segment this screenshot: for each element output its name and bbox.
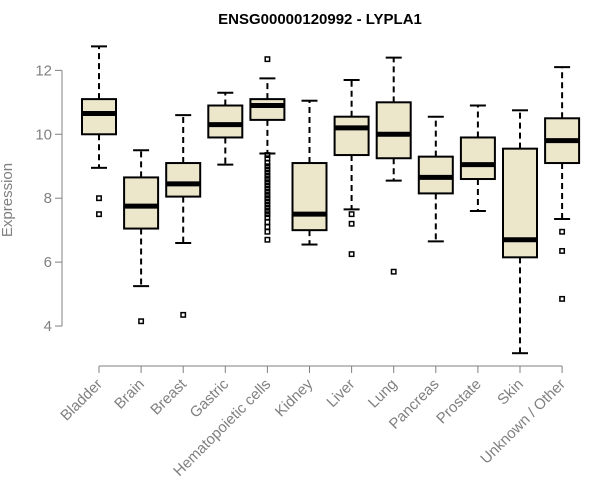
y-tick-label: 4 xyxy=(44,318,52,335)
outlier-point xyxy=(264,166,271,173)
box-series xyxy=(81,45,581,355)
outlier-point xyxy=(264,182,271,189)
outlier-point xyxy=(264,176,271,182)
box-hematopoietic-cells xyxy=(249,56,286,243)
x-tick-label: Brain xyxy=(111,376,148,413)
outlier-point xyxy=(264,172,271,179)
outlier-point xyxy=(559,295,566,302)
box-rect xyxy=(249,98,286,121)
x-tick-label: Breast xyxy=(147,375,190,418)
outlier-point xyxy=(96,195,102,202)
box-pancreas xyxy=(417,115,454,243)
box-liver xyxy=(333,78,370,258)
outlier-point xyxy=(264,56,271,63)
x-tick-label: Prostate xyxy=(433,376,485,428)
box-rect xyxy=(207,104,244,139)
outlier-point xyxy=(264,211,271,218)
box-rect xyxy=(291,162,328,232)
box-bladder xyxy=(81,45,117,218)
box-gastric xyxy=(207,91,244,166)
outlier-point xyxy=(348,251,355,258)
outlier-point xyxy=(138,318,145,325)
outlier-point xyxy=(264,192,271,198)
box-rect xyxy=(165,162,202,198)
outlier-point xyxy=(264,195,271,202)
outlier-point xyxy=(180,311,187,318)
box-rect xyxy=(459,136,496,181)
outlier-point xyxy=(264,179,271,186)
box-skin xyxy=(502,109,538,355)
box-rect xyxy=(333,115,370,157)
y-axis: 4 6 8 10 12 xyxy=(35,62,63,335)
outlier-point xyxy=(96,211,102,218)
y-tick-label: 6 xyxy=(44,254,52,271)
outlier-point xyxy=(264,152,271,158)
y-tick-label: 8 xyxy=(44,190,52,207)
x-tick-label: Lung xyxy=(365,376,401,412)
outlier-point xyxy=(264,160,271,166)
outlier-point xyxy=(559,228,566,235)
box-lung xyxy=(375,56,412,275)
x-tick-label: Skin xyxy=(494,376,527,409)
chart-title: ENSG00000120992 - LYPLA1 xyxy=(218,11,422,28)
outlier-point xyxy=(264,185,271,192)
box-kidney xyxy=(291,99,328,246)
outlier-point xyxy=(264,214,271,221)
x-tick-label: Kidney xyxy=(272,375,317,420)
box-breast xyxy=(165,114,202,318)
box-brain xyxy=(123,149,160,325)
outlier-point xyxy=(264,155,271,162)
y-axis-label: Expression xyxy=(0,163,16,237)
outlier-point xyxy=(390,268,397,275)
outlier-point xyxy=(264,198,271,205)
outlier-point xyxy=(264,163,271,170)
outlier-point xyxy=(264,188,271,195)
outlier-point xyxy=(264,236,271,243)
y-tick-label: 10 xyxy=(35,126,52,143)
box-prostate xyxy=(459,104,496,212)
outlier-point xyxy=(559,247,566,254)
outlier-point xyxy=(264,228,271,235)
outlier-point xyxy=(264,208,271,214)
y-tick-label: 12 xyxy=(35,62,52,79)
outlier-point xyxy=(264,201,271,208)
outlier-point xyxy=(264,169,271,176)
outlier-point xyxy=(264,204,271,211)
outlier-point xyxy=(264,219,271,226)
outlier-point xyxy=(348,220,355,227)
x-tick-label: Liver xyxy=(323,376,358,411)
box-rect xyxy=(375,101,412,160)
outlier-point xyxy=(348,211,355,218)
outlier-point xyxy=(264,224,271,230)
box-unknown-other xyxy=(544,66,581,302)
box-rect xyxy=(123,176,160,230)
box-rect xyxy=(81,98,117,136)
x-tick-label: Bladder xyxy=(57,376,106,425)
